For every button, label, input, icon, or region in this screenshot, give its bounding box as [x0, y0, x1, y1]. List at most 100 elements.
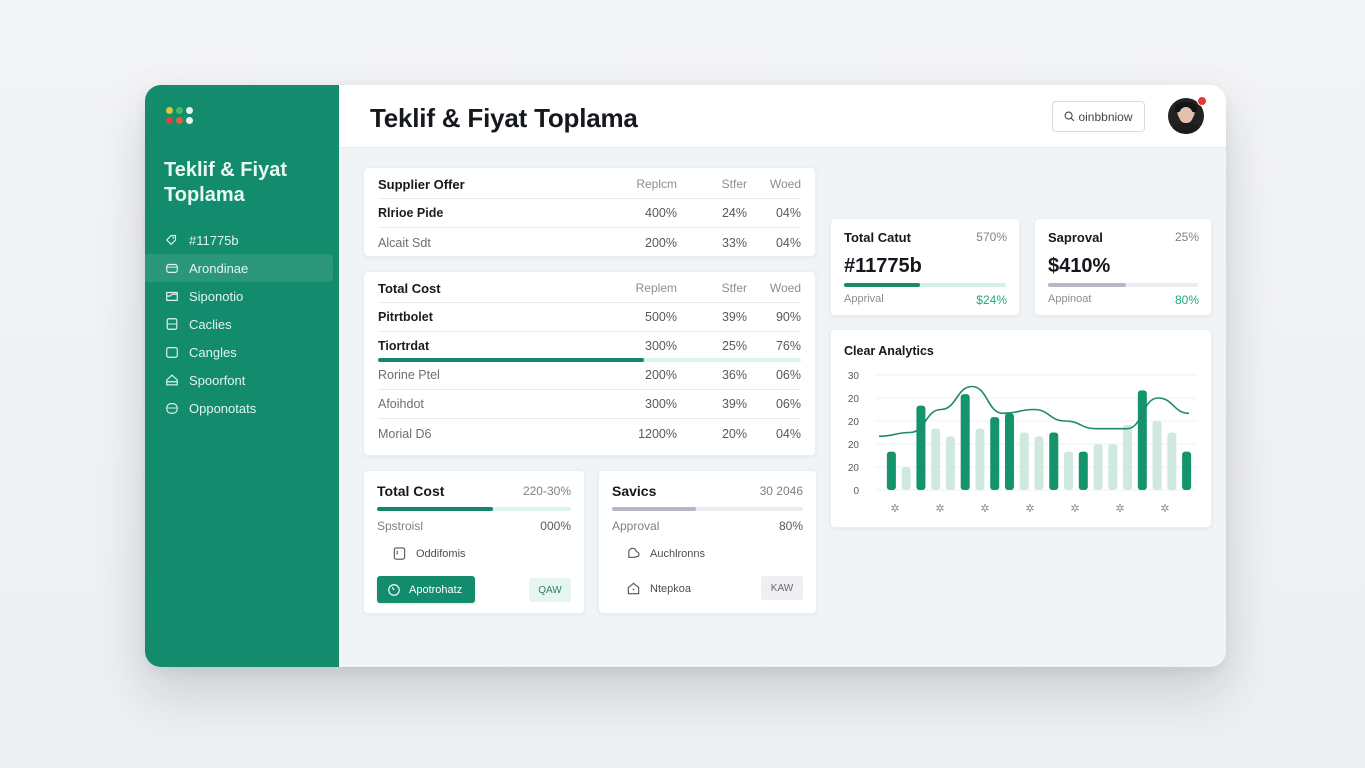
column-header[interactable]: Replcm — [636, 177, 677, 191]
table-title: Supplier Offer — [378, 176, 465, 192]
chart-bar-secondary — [945, 436, 955, 490]
x-tick-label: ✲ — [935, 502, 944, 515]
sidebar-item-5[interactable]: Spoorfont — [145, 366, 333, 394]
row-value: 200% — [645, 368, 677, 382]
chart-bar-secondary — [1108, 444, 1118, 490]
y-tick-label: 30 — [848, 371, 860, 382]
chart-bar-primary — [1182, 451, 1192, 490]
x-tick-label: ✲ — [1160, 502, 1169, 515]
row-progress-bar — [378, 358, 801, 362]
sidebar-item-label: #11775b — [189, 232, 239, 248]
sub-value: 000% — [540, 519, 571, 533]
table-title: Total Cost — [378, 280, 441, 296]
x-tick-label: ✲ — [1115, 502, 1124, 515]
sidebar-item-1[interactable]: Arondinae — [145, 254, 333, 282]
search-button[interactable]: oinbbniow — [1052, 101, 1145, 132]
x-tick-label: ✲ — [1025, 502, 1034, 515]
table-row[interactable]: Pitrtbolet 500% 39% 90% — [378, 303, 801, 332]
inbox-icon — [165, 289, 179, 303]
table-row[interactable]: Afoihdot 300% 39% 06% — [378, 390, 801, 419]
window-controls — [166, 107, 193, 124]
kpi-card-total: Total Catut 570% #11775b Apprival $24% — [830, 218, 1020, 316]
progress-bar — [612, 507, 803, 511]
chart-bar-primary — [1078, 451, 1088, 490]
total-cost-card: Total Cost 220-30% Spstroisl 000% Oddifo… — [363, 470, 585, 614]
row-value: 500% — [645, 310, 677, 324]
row-value: 24% — [721, 206, 747, 220]
column-header[interactable]: Woed — [769, 177, 801, 191]
column-header[interactable]: Stfer — [721, 177, 747, 191]
card-item[interactable]: Ntepkoa — [626, 581, 691, 596]
card-item[interactable]: Oddifomis — [392, 546, 466, 561]
kaw-chip-button[interactable]: KAW — [761, 576, 803, 600]
window-dot — [176, 107, 183, 114]
savings-card: Savics 30 2046 Approval 80% Auchlronns N… — [598, 470, 817, 614]
chart-bar-primary — [886, 451, 896, 490]
chart-title: Clear Analytics — [844, 344, 934, 358]
window-dot — [176, 117, 183, 124]
table-row[interactable]: Tiortrdat 300% 25% 76% — [378, 332, 801, 362]
search-icon — [1065, 111, 1075, 122]
row-value: 25% — [721, 339, 747, 353]
home-icon — [165, 373, 179, 387]
total-cost-table: Total Cost Replem Stfer Woed Pitrtbolet 500% 3… — [363, 271, 816, 456]
chart-bar-primary — [916, 405, 926, 490]
table-row[interactable]: Rlrioe Pide 400% 24% 04% — [378, 199, 801, 228]
home-icon — [627, 582, 640, 595]
row-value: 04% — [775, 426, 801, 441]
sidebar-item-0[interactable]: #11775b — [145, 226, 333, 254]
chart-bar-primary — [1049, 432, 1059, 490]
box-icon — [165, 345, 179, 359]
column-header[interactable]: Replem — [635, 281, 677, 295]
x-tick-label: ✲ — [1070, 502, 1079, 515]
chart-bar-secondary — [1064, 451, 1074, 490]
row-value: 300% — [645, 397, 677, 411]
chart-bar-secondary — [1167, 432, 1177, 490]
card-title: Total Cost — [377, 483, 445, 499]
chart-trend-line — [878, 385, 1190, 438]
analytics-chart-card: Clear Analytics 30 20 20 20 20 0 ✲ ✲ ✲ ✲ ✲ ✲ ✲ — [830, 329, 1212, 528]
row-value: 04% — [775, 235, 801, 250]
sidebar-item-6[interactable]: Opponotats — [145, 394, 333, 422]
row-name: Morial D6 — [378, 426, 432, 441]
row-value: 04% — [775, 206, 801, 220]
card-item[interactable]: Auchlronns — [626, 546, 705, 561]
row-name: Pitrtbolet — [378, 310, 433, 324]
y-tick-label: 20 — [848, 394, 860, 405]
qaw-chip-button[interactable]: QAW — [529, 578, 571, 602]
table-header: Total Cost Replem Stfer Woed — [378, 274, 801, 303]
app-window: Teklif & Fiyat Toplama #11775b Arondinae S… — [145, 85, 1226, 667]
row-value: 33% — [721, 235, 747, 250]
sidebar-item-label: Arondinae — [189, 260, 249, 276]
folder-icon — [165, 261, 179, 275]
chart-bar-secondary — [1019, 432, 1029, 490]
page-title: Teklif & Fiyat Toplama — [370, 103, 638, 133]
row-value: 36% — [721, 368, 747, 382]
chart-bar-secondary — [1034, 436, 1044, 490]
y-tick-label: 20 — [848, 463, 860, 474]
progress-bar — [1048, 283, 1198, 287]
analytics-chart: 30 20 20 20 20 0 ✲ ✲ ✲ ✲ ✲ ✲ ✲ — [848, 371, 1196, 515]
y-tick-label: 20 — [848, 440, 860, 451]
sidebar-item-2[interactable]: Siponotio — [145, 282, 333, 310]
chart-bar-secondary — [1152, 421, 1162, 490]
chart-bar-primary — [1137, 390, 1147, 490]
table-row[interactable]: Rorine Ptel 200% 36% 06% — [378, 361, 801, 390]
row-value: 300% — [645, 339, 677, 353]
row-value: 200% — [645, 235, 677, 250]
row-name: Tiortrdat — [378, 339, 430, 353]
table-row[interactable]: Morial D6 1200% 20% 04% — [378, 419, 801, 448]
approve-button[interactable]: Apotrohatz — [377, 576, 475, 603]
column-header[interactable]: Woed — [769, 281, 801, 295]
sidebar-item-3[interactable]: Caclies — [145, 310, 333, 338]
sidebar-item-4[interactable]: Cangles — [145, 338, 333, 366]
card-title: Savics — [612, 483, 657, 499]
progress-bar — [844, 283, 1006, 287]
row-name: Alcait Sdt — [378, 235, 431, 250]
window-dot — [166, 117, 173, 124]
x-tick-label: ✲ — [890, 502, 899, 515]
column-header[interactable]: Stfer — [721, 281, 747, 295]
row-name: Rlrioe Pide — [378, 206, 444, 220]
table-row[interactable]: Alcait Sdt 200% 33% 04% — [378, 228, 801, 257]
sidebar-item-label: Caclies — [189, 316, 232, 332]
